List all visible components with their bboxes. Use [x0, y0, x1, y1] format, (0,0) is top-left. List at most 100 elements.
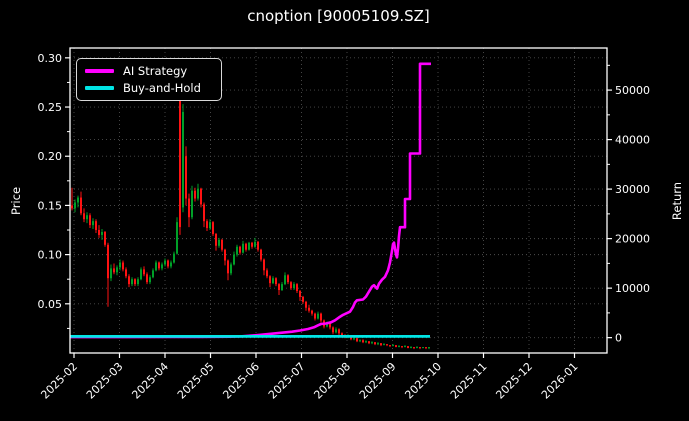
candle-body [137, 279, 139, 285]
candle-body [188, 198, 190, 218]
candle-body [239, 246, 241, 253]
return-tick-label: 0 [615, 332, 622, 345]
candle-body [74, 202, 76, 209]
candle-body [320, 313, 322, 321]
candle-body [209, 222, 211, 229]
buy-and-hold-line-swatch [85, 86, 114, 90]
candle-body [230, 264, 232, 274]
candle-body [419, 347, 421, 349]
candle-body [98, 230, 100, 235]
plot-border [69, 47, 608, 354]
candle-body [395, 345, 397, 348]
return-tick-label: 10000 [615, 282, 650, 295]
candle-body [341, 333, 343, 336]
candle-body [179, 97, 181, 228]
candle-body [152, 270, 154, 278]
price-tick-label: 0.25 [38, 101, 63, 114]
candle-body [221, 239, 223, 250]
candle-body [164, 260, 166, 265]
candle-body [140, 269, 142, 280]
candle-body [278, 284, 280, 291]
candle-body [110, 268, 112, 279]
candle-body [245, 243, 247, 250]
candle-body [227, 260, 229, 274]
candle-body [428, 347, 430, 349]
candle-body [170, 262, 172, 267]
legend-item-buy-and-hold: Buy-and-Hold [85, 81, 213, 95]
candle-body [299, 291, 301, 297]
candle-body [326, 323, 328, 327]
candle-body [398, 346, 400, 348]
candle-body [386, 344, 388, 346]
candle-body [314, 313, 316, 319]
candle-body [203, 204, 205, 222]
candle-body [107, 244, 109, 279]
candle-body [191, 190, 193, 218]
candle-body [197, 188, 199, 199]
return-tick-label: 30000 [615, 183, 650, 196]
candle-body [284, 275, 286, 285]
candle-body [251, 242, 253, 247]
candle-body [92, 221, 94, 226]
chart-title: cnoption [90005109.SZ] [247, 7, 430, 25]
candle-body [281, 284, 283, 291]
date-tick-label: 2025-02 [38, 360, 80, 402]
candle-body [293, 284, 295, 289]
candle-body [422, 347, 424, 349]
candle-body [173, 253, 175, 263]
candle-body [242, 243, 244, 253]
candle-body [272, 278, 274, 284]
candle-body [335, 329, 337, 333]
return-tick-label: 40000 [615, 134, 650, 147]
candlestick-series [71, 62, 430, 350]
date-tick-label: 2025-06 [220, 360, 262, 402]
candle-body [353, 338, 355, 340]
price-tick-label: 0.05 [38, 298, 63, 311]
candle-body [122, 262, 124, 270]
price-tick-label: 0.10 [38, 249, 63, 262]
candle-body [167, 260, 169, 267]
candle-body [158, 262, 160, 269]
candle-body [407, 346, 409, 349]
candle-body [101, 231, 103, 235]
candle-body [182, 111, 184, 208]
candle-body [383, 344, 385, 346]
candle-body [143, 269, 145, 275]
candle-body [377, 343, 379, 345]
candle-body [83, 213, 85, 220]
candle-body [119, 262, 121, 268]
candle-body [125, 269, 127, 277]
price-tick-label: 0.20 [38, 150, 63, 163]
price-tick-label: 0.15 [38, 199, 63, 212]
candle-body [275, 278, 277, 285]
legend-item-ai-strategy: AI Strategy [85, 64, 213, 78]
candle-body [86, 215, 88, 220]
candle-body [305, 301, 307, 308]
date-tick-label: 2025-11 [448, 360, 490, 402]
candle-body [269, 276, 271, 284]
candle-body [113, 268, 115, 273]
candle-body [368, 341, 370, 344]
return-tick-label: 20000 [615, 233, 650, 246]
candle-body [404, 346, 406, 348]
date-tick-label: 2025-08 [311, 360, 353, 402]
date-tick-label: 2025-05 [175, 360, 217, 402]
candle-body [362, 340, 364, 343]
candle-body [89, 215, 91, 226]
candle-body [413, 347, 415, 349]
candle-body [236, 246, 238, 255]
candle-body [233, 254, 235, 265]
return-axis-label: Return [670, 181, 684, 221]
candle-body [215, 233, 217, 246]
candle-body [176, 222, 178, 254]
candle-body [311, 310, 313, 314]
candle-body [338, 329, 340, 334]
date-tick-label: 2026-01 [539, 360, 581, 402]
candle-body [161, 264, 163, 269]
candle-body [80, 197, 82, 214]
price-axis-label: Price [9, 186, 23, 216]
candle-body [257, 241, 259, 250]
return-tick-label: 50000 [615, 84, 650, 97]
date-tick-label: 2025-09 [357, 360, 399, 402]
candle-body [371, 342, 373, 344]
